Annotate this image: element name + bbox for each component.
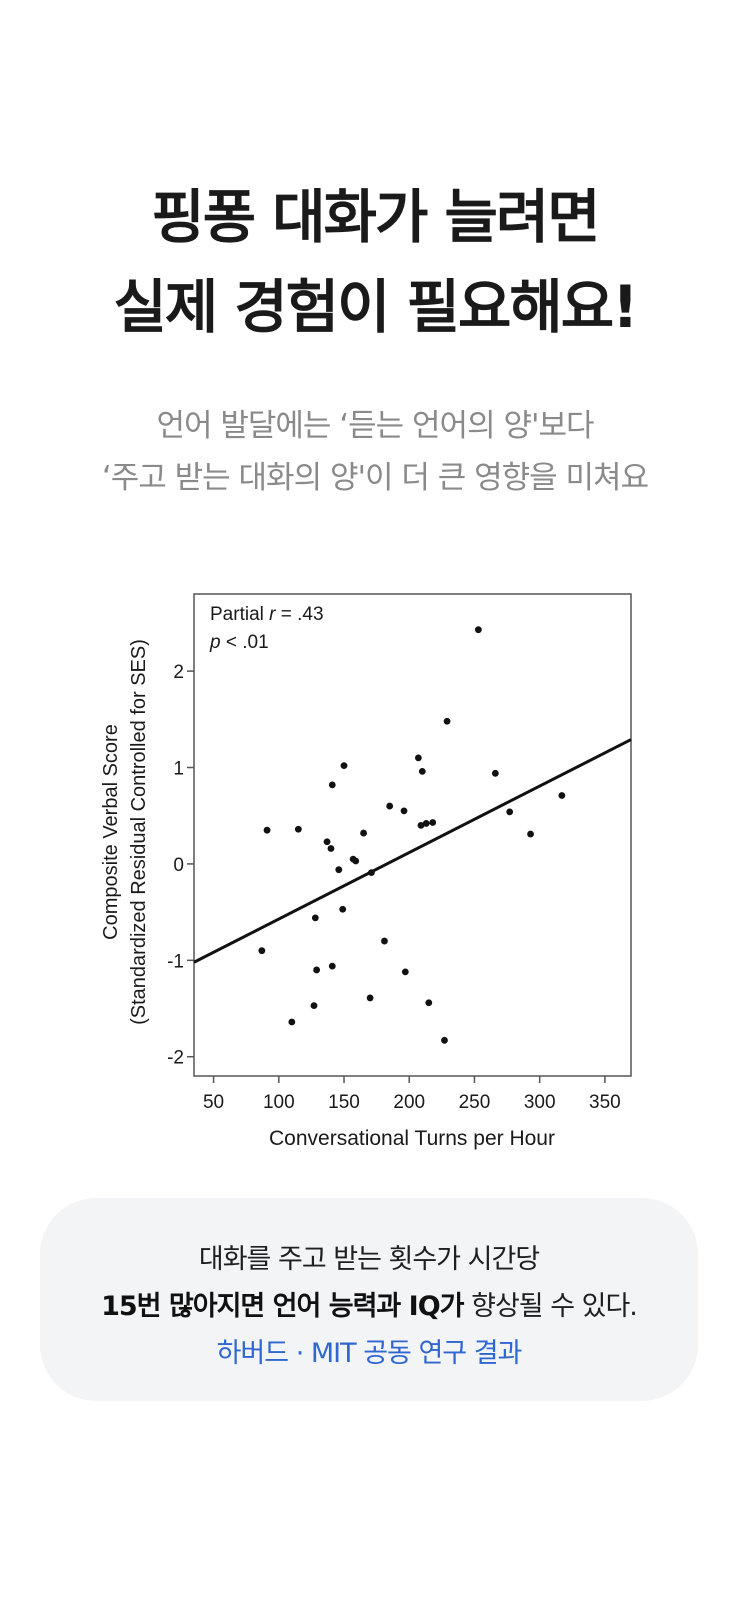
data-point [339, 905, 347, 913]
x-tick-label: 200 [393, 1092, 425, 1113]
x-axis-label: Conversational Turns per Hour [269, 1127, 555, 1150]
data-point [360, 829, 367, 837]
callout-line-2-rest: 향상될 수 있다. [463, 1291, 638, 1322]
data-point [381, 937, 388, 945]
data-point [527, 830, 534, 838]
callout-line-1: 대화를 주고 받는 횟수가 시간당 [198, 1244, 540, 1275]
headline-line-1: 핑퐁 대화가 늘려면 [151, 183, 600, 251]
data-point [474, 626, 482, 634]
p-value-annotation: p < .01 [209, 632, 269, 653]
data-point [263, 826, 271, 834]
data-point [327, 845, 335, 852]
y-tick-label: -2 [167, 1048, 184, 1069]
data-point [417, 821, 425, 829]
data-point [443, 717, 451, 725]
y-tick-label: -1 [167, 951, 184, 972]
subtitle-line-2: ‘주고 받는 대화의 양'이 더 큰 영향을 미쳐요 [101, 460, 649, 496]
data-point [311, 914, 319, 922]
callout-highlight: 15번 많아지면 언어 능력과 IQ가 [101, 1291, 464, 1322]
subtitle: 언어 발달에는 ‘듣는 언어의 양'보다 ‘주고 받는 대화의 양'이 더 큰 … [0, 400, 750, 504]
data-point [313, 966, 321, 974]
x-tick-label: 50 [203, 1092, 224, 1113]
data-point [288, 1018, 296, 1026]
research-source: 하버드 · MIT 공동 연구 결과 [216, 1338, 523, 1369]
x-axis: 50 100 150 200 250 300 350 [203, 1076, 621, 1113]
data-point [506, 808, 514, 816]
data-point [310, 1002, 318, 1010]
x-tick-label: 350 [589, 1092, 621, 1113]
data-point [429, 819, 437, 826]
data-point [328, 962, 336, 970]
data-point [335, 866, 343, 874]
y-tick-label: 1 [173, 759, 184, 780]
subtitle-line-1: 언어 발달에는 ‘듣는 언어의 양'보다 [156, 408, 594, 444]
data-point [414, 754, 422, 762]
y-tick-label: 2 [173, 662, 184, 683]
data-point [258, 947, 266, 955]
data-point [368, 869, 375, 876]
y-tick-label: 0 [173, 855, 184, 876]
data-point [558, 792, 566, 799]
data-point [418, 767, 426, 775]
data-point [491, 769, 499, 777]
scatter-chart: 50 100 150 200 250 300 350 -2 -1 0 1 2 Partial r =… [100, 593, 632, 1150]
data-point [323, 838, 331, 846]
y-axis-label-line-2: (Standardized Residual Controlled for SE… [128, 639, 150, 1025]
data-point [352, 857, 360, 865]
y-axis-label-line-1: Composite Verbal Score [100, 724, 122, 940]
partial-r-annotation: Partial r = .43 [210, 604, 324, 625]
data-point [386, 802, 394, 810]
callout-line-2: 15번 많아지면 언어 능력과 IQ가 향상될 수 있다. [40, 1283, 698, 1330]
y-axis: -2 -1 0 1 2 [167, 662, 194, 1069]
x-tick-label: 100 [263, 1092, 295, 1113]
headline: 핑퐁 대화가 늘려면 실제 경험이 필요해요! [0, 172, 750, 352]
data-point [401, 968, 409, 976]
plot-frame [193, 593, 632, 1077]
research-callout: 대화를 주고 받는 횟수가 시간당 15번 많아지면 언어 능력과 IQ가 향상… [40, 1198, 698, 1401]
data-points [258, 626, 566, 1044]
x-tick-label: 300 [524, 1092, 556, 1113]
headline-line-2: 실제 경험이 필요해요! [113, 273, 638, 341]
data-point [294, 825, 302, 833]
data-point [366, 994, 374, 1002]
data-point [425, 999, 433, 1007]
data-point [328, 781, 336, 789]
data-point [441, 1036, 448, 1044]
data-point [340, 762, 348, 769]
trend-line [193, 738, 632, 964]
data-point [422, 820, 430, 827]
data-point [400, 807, 408, 815]
x-tick-label: 150 [328, 1092, 360, 1113]
x-tick-label: 250 [459, 1092, 491, 1113]
